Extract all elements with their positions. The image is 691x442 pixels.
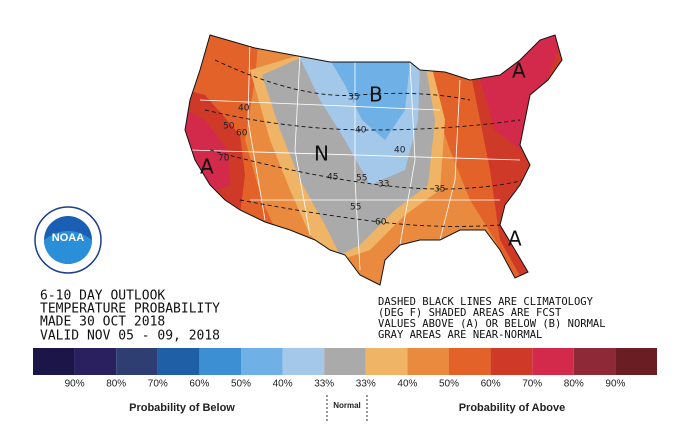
map-label: 55 xyxy=(350,203,361,213)
legend-label: 40% xyxy=(273,379,293,390)
note-line: DASHED BLACK LINES ARE CLIMATOLOGY xyxy=(378,296,594,308)
legend-label: 80% xyxy=(106,379,126,390)
legend-swatch xyxy=(74,348,117,375)
outlook-line: 6-10 DAY OUTLOOK xyxy=(40,289,165,304)
legend-label: 50% xyxy=(439,379,459,390)
legend: 90% 80% 70% 60% 50% 40% 33% 33% 40% 50% 60% 70% 80% 9… xyxy=(33,348,657,390)
map-label: 40 xyxy=(394,146,406,156)
map-label: A xyxy=(512,59,526,83)
legend-swatch xyxy=(116,348,158,375)
map-label: 60 xyxy=(375,218,387,228)
outlook-line: TEMPERATURE PROBABILITY xyxy=(40,302,220,317)
legend-swatch xyxy=(33,348,75,375)
map-label: 40 xyxy=(238,104,250,114)
legend-swatch xyxy=(449,348,491,375)
map-label: 70 xyxy=(218,154,230,164)
legend-swatch xyxy=(157,348,200,375)
legend-label: 50% xyxy=(231,379,251,390)
legend-label: 33% xyxy=(356,379,376,390)
legend-swatch xyxy=(241,348,283,375)
legend-swatch xyxy=(282,348,325,375)
legend-label: 80% xyxy=(564,379,584,390)
us-outline xyxy=(184,34,563,286)
normal-label: Normal xyxy=(333,401,361,410)
logo-text: NOAA xyxy=(52,232,84,244)
outlook-line: MADE 30 OCT 2018 xyxy=(40,315,165,330)
map-labels: A A A B N 40 50 60 70 35 40 40 45 55 33 … xyxy=(200,59,526,251)
climatology-contours xyxy=(204,59,526,227)
legend-swatch xyxy=(407,348,449,375)
legend-label: 33% xyxy=(314,379,334,390)
note-line: GRAY AREAS ARE NEAR-NORMAL xyxy=(378,329,542,341)
legend-swatch xyxy=(532,348,574,375)
legend-label: 70% xyxy=(522,379,542,390)
map-label: 45 xyxy=(327,173,338,183)
note: DASHED BLACK LINES ARE CLIMATOLOGY (DEG … xyxy=(378,296,606,341)
map-label: 50 xyxy=(223,122,235,132)
legend-label: 70% xyxy=(148,379,168,390)
noaa-logo: NOAA xyxy=(34,206,102,274)
map-label: 35 xyxy=(348,93,359,103)
legend-swatch xyxy=(615,348,657,375)
legend-label: 90% xyxy=(65,379,85,390)
legend-swatch xyxy=(199,348,241,375)
map-label: 55 xyxy=(356,174,367,184)
map-label: 33 xyxy=(378,180,389,190)
legend-label: 60% xyxy=(481,379,501,390)
legend-label: 60% xyxy=(189,379,209,390)
map-label: A xyxy=(508,227,522,251)
legend-swatch xyxy=(324,348,366,375)
map-label: A xyxy=(200,155,214,179)
map-label: 40 xyxy=(355,126,367,136)
legend-label: 40% xyxy=(397,379,417,390)
legend-swatch xyxy=(365,348,408,375)
state-lines xyxy=(189,39,521,271)
map-label: 60 xyxy=(236,129,248,139)
map-label: N xyxy=(314,142,329,166)
below-label: Probability of Below xyxy=(129,402,235,414)
above-label: Probability of Above xyxy=(459,402,566,414)
note-line: VALUES ABOVE (A) OR BELOW (B) NORMAL xyxy=(378,318,606,330)
legend-swatch xyxy=(490,348,533,375)
map-label: 35 xyxy=(434,185,445,195)
outlook-line: VALID NOV 05 - 09, 2018 xyxy=(40,329,220,344)
legend-label: 90% xyxy=(605,379,625,390)
outlook-info: 6-10 DAY OUTLOOK TEMPERATURE PROBABILITY… xyxy=(40,289,220,344)
legend-swatch xyxy=(573,348,616,375)
map-label: B xyxy=(369,83,383,107)
note-line: (DEG F) SHADED AREAS ARE FCST xyxy=(378,307,562,319)
